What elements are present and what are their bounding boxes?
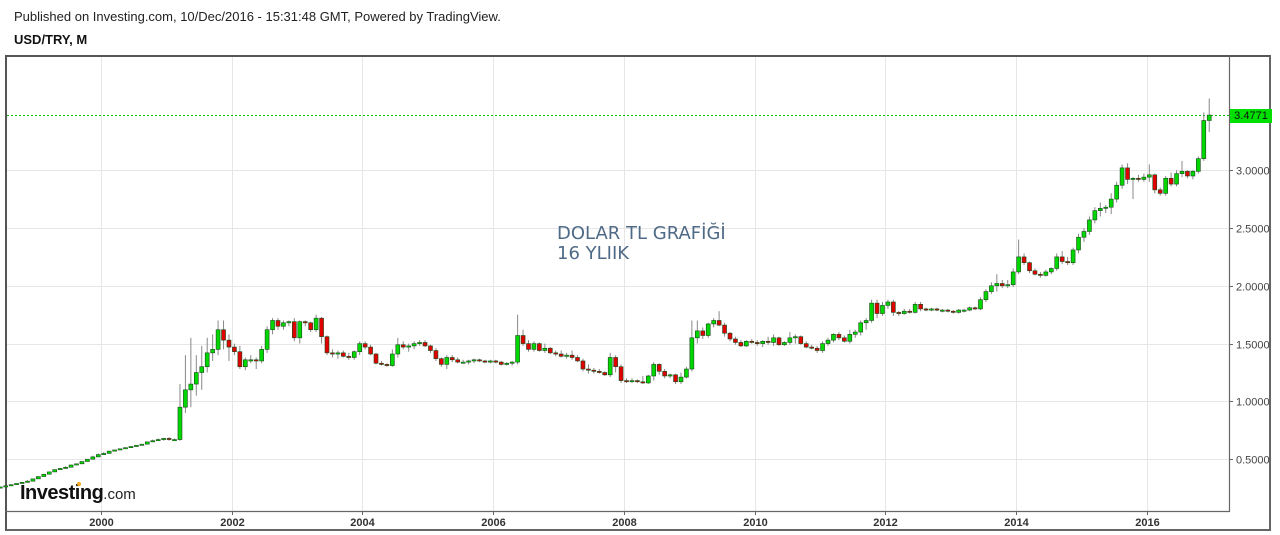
chart-frame <box>5 55 1271 531</box>
price-tick-label: 0.5000 <box>1236 455 1270 467</box>
chart-annotation: DOLAR TL GRAFİĞİ 16 YLIIK <box>557 224 726 264</box>
symbol-title: USD/TRY, M <box>14 32 88 47</box>
time-tick-label: 2002 <box>220 517 244 529</box>
time-tick-label: 2000 <box>89 517 113 529</box>
grid-lines <box>7 57 1229 511</box>
time-tick-label: 2012 <box>873 517 897 529</box>
time-tick-label: 2004 <box>350 517 375 529</box>
annotation-line-2: 16 YLIIK <box>557 243 630 264</box>
price-tick-label: 1.5000 <box>1236 340 1270 352</box>
time-tick-label: 2010 <box>743 517 767 529</box>
last-price-tag: 3.4771 <box>1230 109 1272 123</box>
published-info: Published on Investing.com, 10/Dec/2016 … <box>14 9 501 24</box>
axes <box>5 55 1231 513</box>
logo-main: Investing <box>20 482 104 504</box>
price-tick-label: 3.0000 <box>1236 166 1270 178</box>
time-tick-label: 2008 <box>612 517 636 529</box>
logo-suffix: .com <box>103 486 136 503</box>
price-axis[interactable]: 0.5000 1.0000 1.5000 2.0000 2.5000 3.0000 <box>1229 166 1270 467</box>
time-axis[interactable]: 2000 2002 2004 2006 2008 2010 2012 2014 2016 <box>89 511 1160 529</box>
investing-logo: Investing.com <box>20 482 136 505</box>
candles <box>0 98 1212 489</box>
price-tick-label: 2.5000 <box>1236 224 1270 236</box>
price-tick-label: 2.0000 <box>1236 282 1270 294</box>
time-tick-label: 2006 <box>481 517 505 529</box>
time-tick-label: 2016 <box>1135 517 1159 529</box>
time-tick-label: 2014 <box>1004 517 1029 529</box>
annotation-line-1: DOLAR TL GRAFİĞİ <box>557 223 726 244</box>
logo-accent-icon <box>77 482 81 486</box>
price-tick-label: 1.0000 <box>1236 397 1270 409</box>
